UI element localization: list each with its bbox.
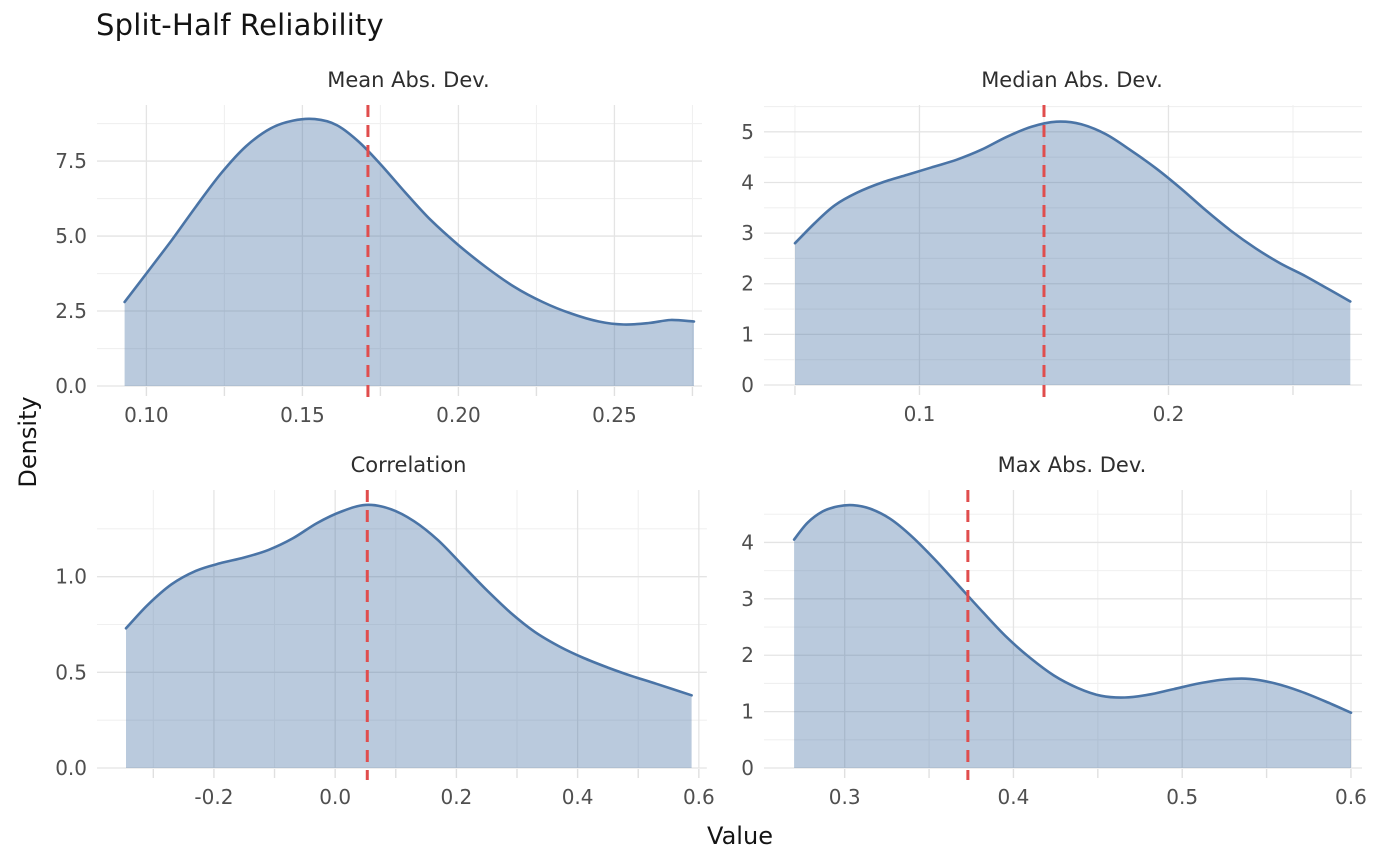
x-tick-label: 0.2 xyxy=(440,785,472,809)
y-tick-label: 2 xyxy=(741,643,754,667)
x-tick-label: 0.25 xyxy=(592,403,637,427)
x-tick-label: 0.4 xyxy=(562,785,594,809)
y-tick-label: 3 xyxy=(741,221,754,245)
density-curve xyxy=(792,503,1353,714)
density-curve xyxy=(793,120,1352,303)
y-tick-label: 0 xyxy=(741,756,754,780)
x-tick-label: 0.20 xyxy=(436,403,481,427)
figure-title: Split-Half Reliability xyxy=(96,8,384,42)
y-tick-label: 2 xyxy=(741,272,754,296)
panel-mean-abs-dev: 0.10 0.15 0.20 0.25 0.0 2.5 5.0 7.5 xyxy=(55,105,702,427)
x-tick-label: 0.6 xyxy=(1335,785,1367,809)
x-tick-label: 0.6 xyxy=(683,785,715,809)
density-area xyxy=(795,121,1351,385)
x-tick-label: 0.3 xyxy=(829,785,861,809)
density-curve xyxy=(123,117,696,326)
x-tick-label: 0.10 xyxy=(124,403,169,427)
panel-correlation: -0.2 0.0 0.2 0.4 0.6 0.0 0.5 1.0 xyxy=(55,490,715,809)
panel-title-max-abs-dev: Max Abs. Dev. xyxy=(997,453,1147,477)
x-tick-label: 0.0 xyxy=(319,785,351,809)
x-tick-label: 0.1 xyxy=(904,402,936,426)
density-area xyxy=(794,505,1351,768)
panel-title-median-abs-dev: Median Abs. Dev. xyxy=(981,68,1163,92)
panel-max-abs-dev: 0.3 0.4 0.5 0.6 0 1 2 3 4 xyxy=(741,490,1367,809)
density-area xyxy=(126,504,692,768)
y-tick-label: 1 xyxy=(741,700,754,724)
y-tick-label: 0 xyxy=(741,373,754,397)
y-tick-label: 0.0 xyxy=(55,374,87,398)
panel-median-abs-dev: 0.1 0.2 0 1 2 3 4 5 xyxy=(741,105,1362,426)
panel-title-mean-abs-dev: Mean Abs. Dev. xyxy=(327,68,490,92)
y-tick-label: 0.0 xyxy=(55,756,87,780)
density-curve xyxy=(124,503,693,697)
y-tick-label: 4 xyxy=(741,530,754,554)
y-tick-label: 5.0 xyxy=(55,224,87,248)
y-tick-label: 3 xyxy=(741,587,754,611)
y-tick-label: 5 xyxy=(741,120,754,144)
x-axis-label: Value xyxy=(707,822,773,850)
x-tick-label: 0.5 xyxy=(1166,785,1198,809)
x-tick-label: -0.2 xyxy=(194,785,233,809)
y-tick-label: 2.5 xyxy=(55,299,87,323)
y-tick-label: 4 xyxy=(741,170,754,194)
y-tick-label: 7.5 xyxy=(55,149,87,173)
y-tick-label: 1 xyxy=(741,322,754,346)
x-tick-label: 0.2 xyxy=(1153,402,1185,426)
y-tick-label: 0.5 xyxy=(55,660,87,684)
y-axis-label: Density xyxy=(14,396,42,488)
x-tick-label: 0.15 xyxy=(280,403,325,427)
panel-title-correlation: Correlation xyxy=(350,453,467,477)
x-tick-label: 0.4 xyxy=(998,785,1030,809)
density-area xyxy=(124,118,695,386)
y-tick-label: 1.0 xyxy=(55,565,87,589)
